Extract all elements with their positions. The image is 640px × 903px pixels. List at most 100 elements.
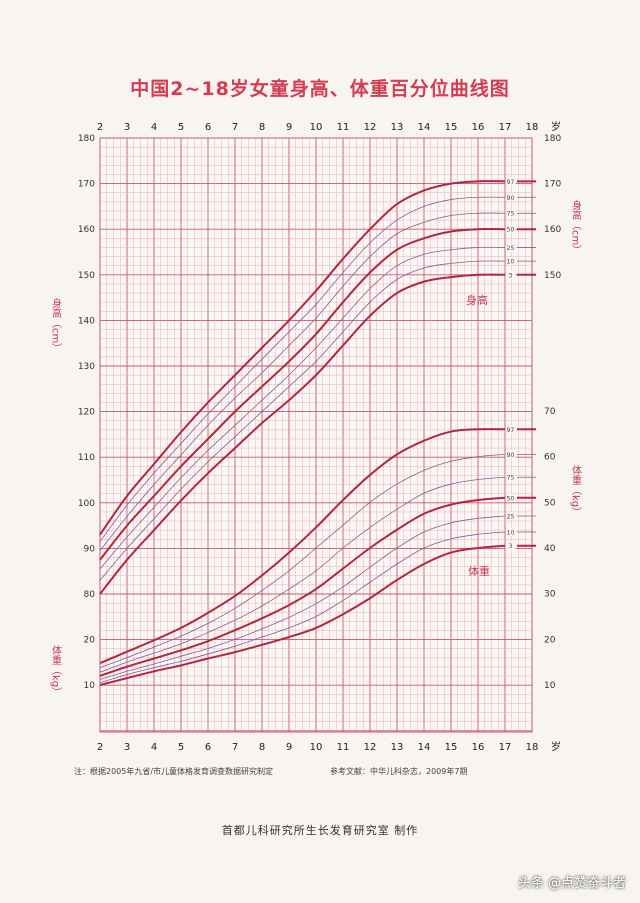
height-label-bg-p97 (505, 177, 516, 186)
x-tick-label-bottom: 4 (151, 742, 157, 753)
x-unit-label-bottom: 岁 (551, 740, 561, 753)
note-left: 注：根据2005年九省/市儿童体格发育调查数据研究制定 (74, 767, 274, 776)
x-tick-label-bottom: 13 (391, 742, 404, 753)
x-tick-label-bottom: 10 (310, 742, 323, 753)
x-tick-label-bottom: 11 (337, 742, 350, 753)
x-tick-label-top: 15 (445, 122, 458, 133)
weight-curve-p90 (99, 453, 506, 669)
x-tick-label-bottom: 3 (124, 742, 130, 753)
weight-curve-p50 (99, 496, 506, 677)
height-percentile-label-p25: 25 (507, 245, 515, 252)
height-percentile-label-p75: 75 (507, 211, 515, 218)
x-tick-label-bottom: 8 (259, 742, 265, 753)
weight-percentile-label-p97: 97 (507, 427, 515, 434)
x-tick-label-bottom: 18 (526, 742, 539, 753)
height-percentile-label-p90: 90 (507, 195, 515, 202)
weight-curve-p25 (99, 515, 506, 680)
height-label-bg-p25 (505, 243, 516, 252)
weight-curve-p3 (99, 544, 506, 686)
weight-label-bg-p90 (505, 450, 516, 459)
weight-label-bg-p50 (505, 493, 516, 502)
x-tick-label-top: 11 (337, 122, 350, 133)
x-tick-label-top: 14 (418, 122, 431, 133)
x-tick-label-bottom: 9 (286, 742, 292, 753)
weight-tick-right: 40 (544, 544, 556, 554)
x-tick-label-top: 3 (124, 122, 130, 133)
height-curve-p50 (99, 228, 506, 561)
height-curve-p10 (99, 260, 506, 581)
height-tick-right: 150 (544, 271, 561, 281)
weight-curve-p75 (99, 476, 506, 673)
height-label-bg-p10 (505, 257, 516, 266)
weight-tick-right: 10 (544, 681, 556, 691)
weight-percentile-label-p10: 10 (507, 530, 515, 537)
height-tick-left: 110 (78, 453, 95, 463)
height-label-bg-p3 (505, 270, 516, 279)
weight-tick-right: 60 (544, 453, 556, 463)
weight-label-bg-p97 (505, 425, 516, 434)
x-tick-label-bottom: 14 (418, 742, 431, 753)
height-tick-left: 140 (78, 316, 95, 326)
height-curve-p75 (99, 212, 506, 551)
weight-label-bg-p25 (505, 512, 516, 521)
x-tick-label-bottom: 5 (178, 742, 184, 753)
watermark: 头条 @点赞奋斗者 (517, 876, 626, 891)
x-unit-label-top: 岁 (551, 120, 561, 133)
height-tick-right: 180 (544, 134, 561, 144)
height-curve-p25 (99, 246, 506, 570)
weight-axis-title-left: 体重（kg） (50, 645, 62, 697)
x-tick-label-top: 4 (151, 122, 157, 133)
weight-curve-p97 (99, 428, 506, 665)
weight-tick-left: 10 (84, 681, 96, 691)
weight-tick-right: 20 (544, 635, 556, 645)
weight-percentile-label-p3: 3 (509, 543, 513, 550)
weight-curve-p10 (99, 531, 506, 684)
height-label-bg-p90 (505, 193, 516, 202)
weight-section-label: 体重 (468, 564, 490, 578)
height-percentile-label-p10: 10 (507, 259, 515, 266)
height-curve-p97 (99, 180, 506, 536)
height-percentile-label-p97: 97 (507, 179, 515, 186)
x-tick-label-top: 16 (472, 122, 485, 133)
chart-title: 中国2~18岁女童身高、体重百分位曲线图 (130, 78, 510, 100)
height-tick-left: 130 (78, 362, 95, 372)
note-right: 参考文献：中华儿科杂志，2009年7期 (330, 767, 468, 776)
height-tick-left: 120 (78, 408, 95, 418)
footer-credit: 首都儿科研究所生长发育研究室 制作 (221, 824, 419, 837)
height-axis-title-right: 身高（cm） (570, 199, 582, 255)
weight-axis-title-right: 体重（kg） (570, 465, 582, 517)
height-curve-p3 (99, 273, 506, 595)
x-tick-label-bottom: 16 (472, 742, 485, 753)
x-tick-label-top: 7 (232, 122, 238, 133)
x-tick-label-top: 18 (526, 122, 539, 133)
weight-percentile-label-p90: 90 (507, 452, 515, 459)
weight-tick-right: 30 (544, 590, 556, 600)
x-tick-label-bottom: 7 (232, 742, 238, 753)
weight-tick-right: 50 (544, 498, 556, 508)
height-tick-right: 170 (544, 180, 561, 190)
x-tick-label-top: 8 (259, 122, 265, 133)
x-tick-label-top: 2 (97, 122, 103, 133)
x-tick-label-top: 17 (499, 122, 512, 133)
weight-tick-left: 20 (84, 635, 96, 645)
height-percentile-label-p3: 3 (509, 272, 513, 279)
height-axis-title-left: 身高（cm） (50, 297, 62, 353)
weight-tick-right: 70 (544, 407, 556, 417)
height-tick-left: 90 (84, 544, 96, 554)
x-tick-label-top: 5 (178, 122, 184, 133)
x-tick-label-top: 9 (286, 122, 292, 133)
height-tick-left: 150 (78, 271, 95, 281)
x-tick-label-top: 12 (364, 122, 377, 133)
x-tick-label-bottom: 15 (445, 742, 458, 753)
weight-label-bg-p3 (505, 541, 516, 550)
weight-percentile-label-p50: 50 (507, 495, 515, 502)
height-tick-left: 180 (78, 134, 95, 144)
weight-percentile-label-p25: 25 (507, 514, 515, 521)
height-tick-right: 160 (544, 225, 561, 235)
weight-percentile-label-p75: 75 (507, 475, 515, 482)
height-tick-left: 80 (84, 590, 96, 600)
weight-label-bg-p75 (505, 473, 516, 482)
x-tick-label-top: 6 (205, 122, 211, 133)
height-label-bg-p75 (505, 209, 516, 218)
